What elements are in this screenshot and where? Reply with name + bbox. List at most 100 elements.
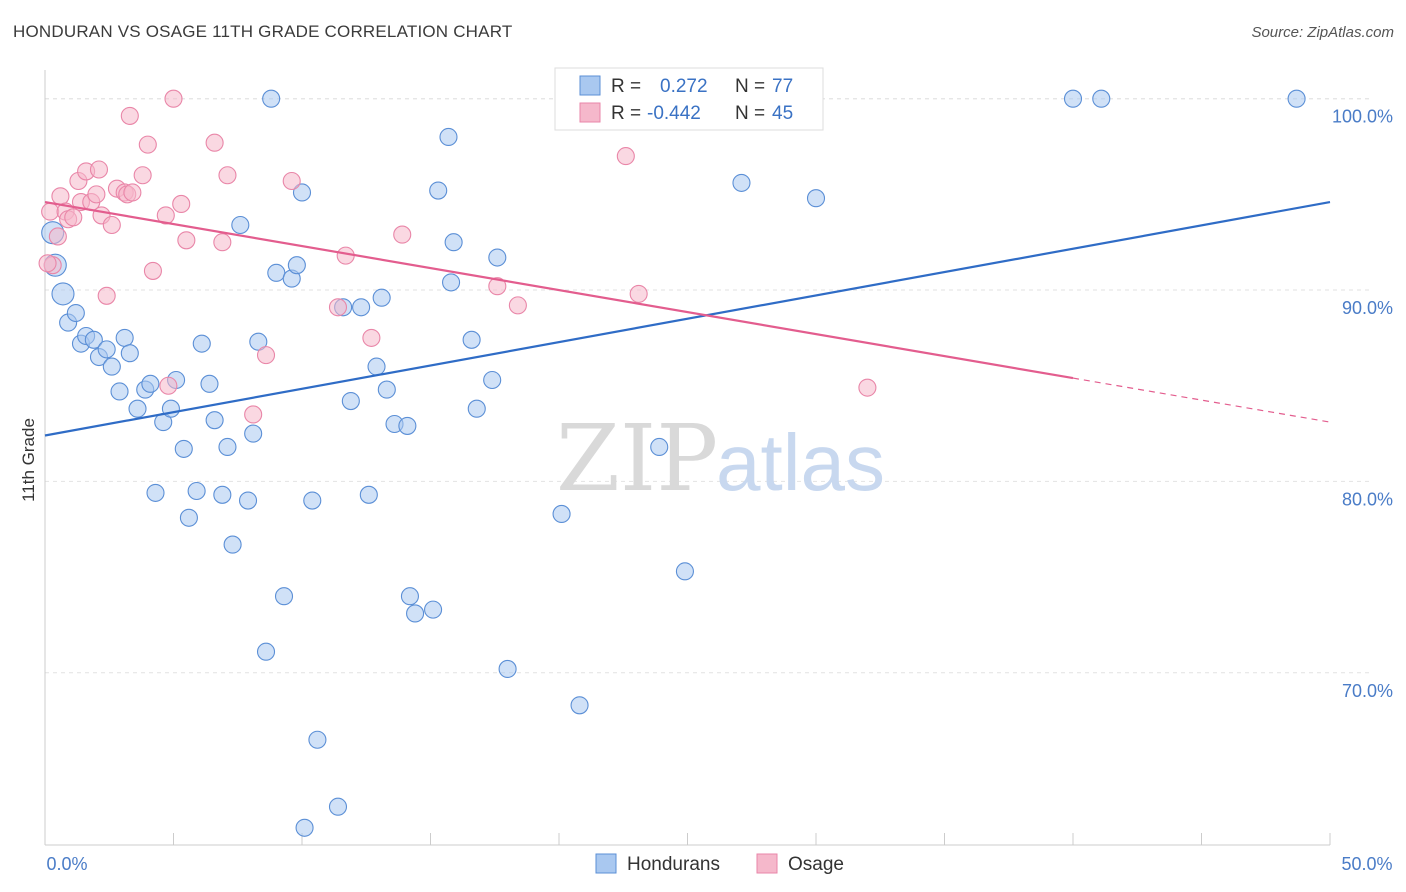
y-tick-label: 70.0% [1342, 681, 1393, 701]
honduran-point [570, 696, 589, 715]
n-value-2: 45 [772, 103, 793, 124]
osage-point [256, 346, 276, 365]
scatter-points [38, 89, 1306, 837]
honduran-point [213, 485, 232, 504]
honduran-trend-line [44, 200, 1331, 437]
y-tick-label: 90.0% [1342, 298, 1393, 318]
osage-swatch [579, 102, 601, 123]
osage-point [205, 133, 224, 152]
n-value-1: 77 [772, 76, 793, 97]
watermark-atlas: atlas [716, 418, 885, 507]
honduran-point [367, 357, 386, 376]
honduran-point [341, 391, 360, 411]
honduran-point [292, 183, 312, 202]
osage-point [213, 233, 232, 252]
legend-osage-swatch [756, 853, 778, 874]
honduran-point [200, 374, 219, 393]
honduran-point [732, 173, 751, 192]
honduran-point [398, 416, 417, 435]
source-label: Source: ZipAtlas.com [1251, 24, 1394, 41]
r-label-1: R = [611, 76, 641, 97]
honduran-point [359, 485, 378, 504]
honduran-point [192, 334, 211, 353]
honduran-point [308, 730, 327, 749]
honduran-point [1063, 89, 1083, 108]
osage-point [64, 208, 83, 227]
stats-legend: R = 0.272 N = 77 R = -0.442 N = 45 [554, 67, 824, 131]
honduran-point [262, 89, 281, 108]
honduran-point [1092, 89, 1111, 108]
osage-point [244, 405, 263, 424]
osage-point [393, 225, 412, 244]
honduran-point [328, 797, 348, 816]
honduran-point [377, 380, 396, 399]
honduran-point [287, 256, 306, 275]
honduran-point [51, 282, 75, 306]
honduran-point [205, 411, 224, 430]
osage-trend-extension [1072, 377, 1331, 423]
honduran-point [256, 642, 276, 661]
osage-point [38, 254, 57, 273]
osage-point [629, 284, 648, 303]
honduran-point [179, 508, 198, 527]
osage-point [133, 166, 152, 185]
y-tick-label: 80.0% [1342, 489, 1393, 509]
y-axis-label: 11th Grade [19, 418, 38, 502]
osage-point [218, 166, 237, 185]
honduran-point [102, 357, 121, 376]
honduran-point [187, 481, 206, 501]
osage-point [138, 135, 157, 154]
honduran-point [66, 303, 85, 323]
osage-point [143, 261, 162, 280]
honduran-point [675, 562, 694, 581]
r-label-2: R = [611, 103, 641, 124]
chart-title: HONDURAN VS OSAGE 11TH GRADE CORRELATION… [13, 22, 513, 41]
honduran-point [483, 370, 502, 390]
x-tick-label: 0.0% [46, 854, 87, 874]
honduran-point [295, 818, 314, 837]
series-legend: Hondurans Osage [595, 853, 844, 875]
osage-point [120, 106, 139, 125]
honduran-point [400, 587, 419, 606]
x-tick-label: 50.0% [1341, 854, 1392, 874]
honduran-point [424, 600, 443, 619]
honduran-point [244, 424, 263, 443]
legend-hondurans-label: Hondurans [627, 854, 720, 875]
honduran-point [372, 288, 391, 307]
honduran-point [128, 399, 147, 418]
honduran-point [429, 181, 448, 200]
osage-point [508, 296, 527, 315]
honduran-point [141, 374, 160, 393]
trend-lines [44, 200, 1331, 437]
tick-labels: 100.0% 90.0% 80.0% 70.0% 0.0% 50.0% [46, 107, 1393, 874]
honduran-point [84, 330, 103, 349]
osage-point [282, 171, 301, 191]
osage-point [102, 215, 121, 235]
honduran-point [218, 437, 237, 457]
legend-hondurans-swatch [595, 853, 617, 874]
watermark-zip: ZIP [556, 405, 718, 512]
osage-point [123, 183, 142, 202]
legend-osage-label: Osage [788, 854, 844, 875]
n-label-1: N = [735, 76, 765, 97]
osage-point [156, 206, 175, 225]
honduran-point [442, 273, 461, 292]
osage-point [488, 277, 507, 296]
honduran-point [274, 587, 294, 606]
osage-point [89, 160, 109, 179]
honduran-point [174, 439, 193, 458]
honduran-point [115, 328, 134, 347]
honduran-point [110, 382, 129, 401]
honduran-point [806, 189, 826, 208]
honduran-point [97, 340, 116, 359]
honduran-point [406, 604, 425, 623]
osage-point [159, 376, 178, 395]
honduran-point [1287, 89, 1306, 108]
osage-point [328, 298, 348, 317]
honduran-point [498, 659, 517, 679]
osage-trend-line [44, 200, 1074, 380]
honduran-point [267, 263, 286, 282]
honduran-point [467, 399, 486, 418]
honduran-point [439, 127, 458, 147]
